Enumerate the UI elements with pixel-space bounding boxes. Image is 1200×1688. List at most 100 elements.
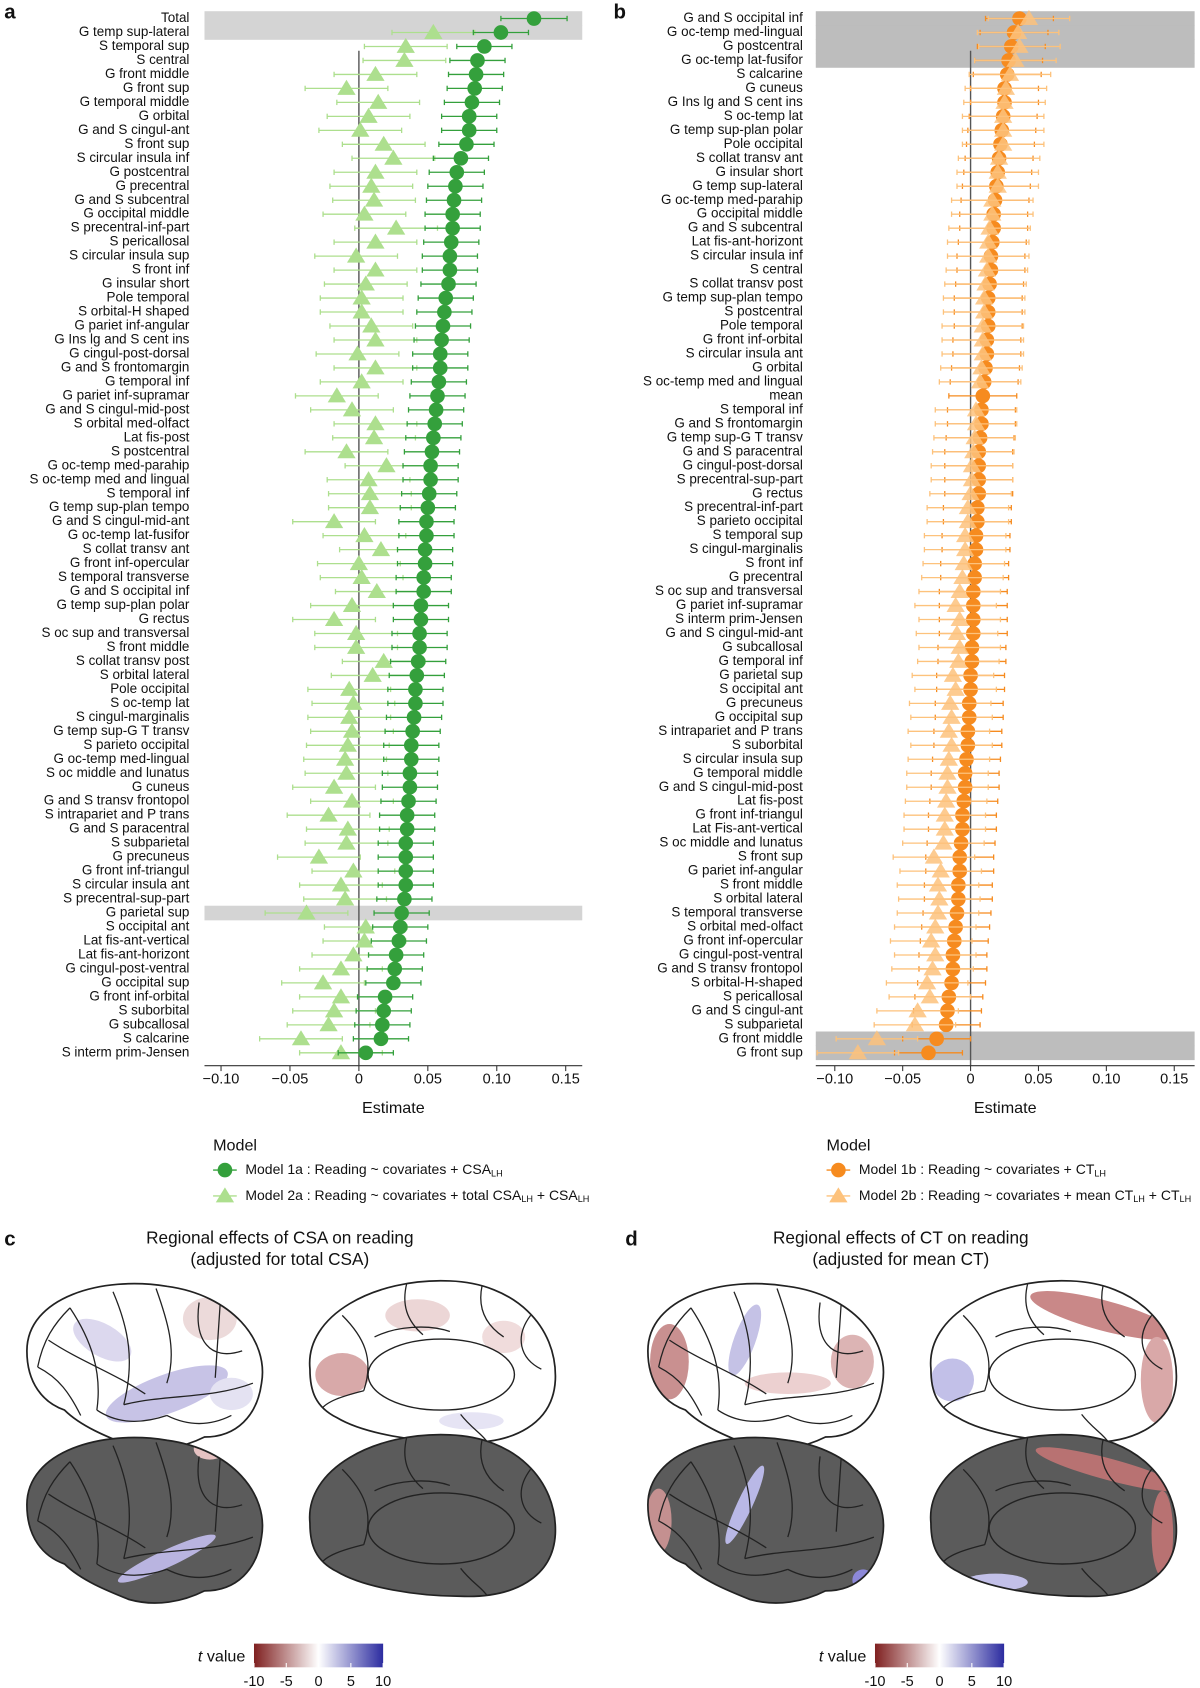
- brain-parcels: [315, 1282, 542, 1443]
- triangle-marker: [424, 23, 443, 39]
- circle-marker: [453, 150, 469, 166]
- category-label: S orbital lateral: [100, 667, 190, 682]
- circle-marker: [398, 849, 414, 865]
- category-label: S central: [750, 262, 803, 277]
- category-label: G temp sup-plan tempo: [662, 290, 802, 305]
- x-axis-title: Estimate: [362, 1099, 425, 1117]
- circle-marker: [423, 458, 438, 474]
- category-label: S oc sup and transversal: [655, 583, 803, 598]
- circle-marker: [493, 25, 509, 40]
- legend-subscript: LH: [578, 1195, 590, 1205]
- category-label: G precuneus: [726, 695, 803, 710]
- parcel-patch: [385, 1299, 450, 1332]
- category-label: G temp sup-G T transv: [667, 429, 803, 444]
- panel-label: d: [625, 1227, 637, 1250]
- category-label: S collat transv post: [76, 653, 190, 668]
- circle-marker: [929, 1031, 944, 1047]
- category-label: S oc-temp med and lingual: [30, 471, 190, 486]
- category-label: S intrapariet and P trans: [658, 723, 803, 738]
- triangle-marker: [344, 946, 363, 962]
- triangle-marker: [1000, 65, 1020, 81]
- category-label: G cingul-post-ventral: [65, 960, 189, 975]
- circle-marker: [921, 1045, 936, 1061]
- parcel-borders: [658, 1288, 875, 1425]
- category-label: G occipital middle: [83, 206, 189, 221]
- triangle-marker: [351, 121, 370, 137]
- colorbar-tick-label: -10: [243, 1674, 264, 1688]
- circle-marker: [461, 123, 477, 138]
- parcel-patch: [209, 1377, 253, 1411]
- triangle-marker: [386, 219, 406, 235]
- triangle-marker: [338, 820, 358, 836]
- category-label: S collat transv ant: [83, 541, 190, 556]
- category-label: G insular short: [715, 164, 803, 179]
- triangle-marker: [371, 541, 391, 557]
- circle-marker: [421, 486, 437, 502]
- category-label: G front middle: [105, 66, 189, 81]
- map-title: (adjusted for mean CT): [812, 1249, 989, 1269]
- parcel-borders: [37, 1288, 254, 1425]
- brain-view: [929, 1433, 1178, 1598]
- circle-marker: [373, 1031, 389, 1047]
- triangle-marker: [344, 694, 363, 710]
- colorbar-tick-label: 0: [936, 1674, 944, 1688]
- parcel-patch: [963, 1573, 1028, 1591]
- legend-text: Model 2b : Reading ~ covariates + mean C…: [859, 1187, 1134, 1203]
- category-label: Pole temporal: [106, 290, 189, 305]
- category-label: G cingul-post-ventral: [679, 947, 803, 962]
- category-label: G and S cingul-mid-post: [659, 779, 803, 794]
- legend-title: Model: [213, 1137, 257, 1155]
- circle-marker: [391, 933, 407, 949]
- triangle-marker: [936, 792, 956, 808]
- triangle-marker: [366, 359, 385, 375]
- brain-view: [309, 1433, 557, 1598]
- colorbar-title-part: value: [202, 1648, 245, 1666]
- category-label: G front middle: [718, 1030, 802, 1045]
- brain-outline: [309, 1279, 557, 1444]
- medial-wall: [988, 1492, 1137, 1565]
- triangle-marker: [955, 527, 975, 543]
- parcel-borders: [941, 1282, 1163, 1443]
- triangle-marker: [938, 764, 957, 780]
- circle-marker: [423, 472, 438, 488]
- brain-view: [309, 1279, 557, 1444]
- triangle-marker: [973, 317, 992, 333]
- category-label: G and S occipital inf: [683, 10, 803, 25]
- triangle-marker: [958, 513, 978, 529]
- triangle-marker: [983, 191, 1002, 207]
- category-label: G and S cingul-mid-ant: [52, 513, 190, 528]
- triangle-marker: [396, 37, 415, 53]
- triangle-marker: [949, 652, 968, 668]
- category-label: G oc-temp med-parahip: [661, 192, 803, 207]
- triangle-marker: [975, 289, 994, 305]
- category-label: G occipital sup: [715, 709, 803, 724]
- legend-text: Model 2a : Reading ~ covariates + total …: [245, 1187, 522, 1203]
- category-label: S occipital ant: [106, 919, 190, 934]
- parcel-patch: [105, 1365, 228, 1423]
- circle-marker: [402, 779, 418, 795]
- category-label: G and S cingul-mid-ant: [665, 625, 803, 640]
- circle-marker: [402, 765, 418, 781]
- circle-marker: [413, 612, 429, 627]
- legend-text: Model 1a : Reading ~ covariates + CSA: [245, 1161, 491, 1177]
- circle-marker: [431, 374, 447, 390]
- category-label: G temp sup-plan polar: [670, 122, 803, 137]
- triangle-marker: [352, 303, 371, 319]
- circle-marker: [417, 556, 433, 571]
- category-label: Lat fis-ant-horizont: [692, 234, 804, 249]
- triangle-marker: [926, 946, 945, 962]
- category-label: S postcentral: [724, 304, 802, 319]
- circle-marker: [387, 961, 403, 977]
- category-label: G temp sup-plan polar: [56, 597, 189, 612]
- triangle-marker: [924, 848, 944, 864]
- colorbar-title: t value: [198, 1648, 246, 1666]
- category-label: S subparietal: [111, 835, 189, 850]
- circle-marker: [401, 793, 416, 809]
- category-label: G subcallosal: [109, 1016, 190, 1031]
- circle-marker: [416, 570, 432, 585]
- highlight-band: [815, 1045, 1195, 1061]
- category-label: G front sup: [123, 80, 189, 95]
- category-label: S oc-temp lat: [110, 695, 189, 710]
- parcel-patch: [1151, 1490, 1174, 1577]
- triangle-marker: [346, 247, 366, 263]
